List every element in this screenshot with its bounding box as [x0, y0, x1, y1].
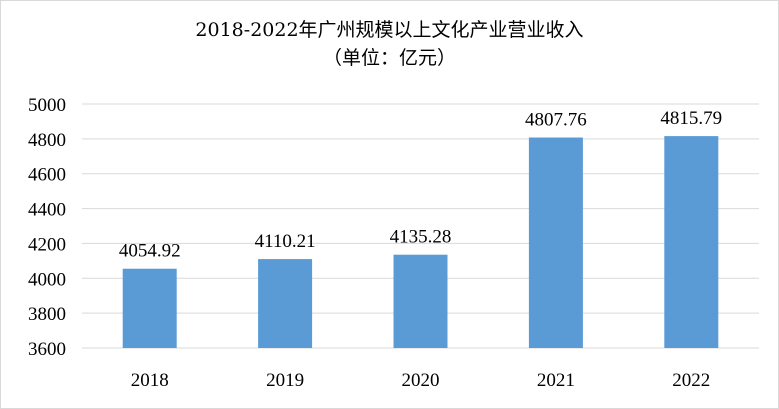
x-axis: 2018 2019 2020 2021 2022 [131, 370, 711, 391]
y-tick-label: 4200 [28, 234, 66, 255]
x-tick-label: 2021 [537, 370, 575, 391]
data-label: 4054.92 [119, 241, 181, 262]
data-label: 4815.79 [660, 108, 722, 129]
chart-title: 2018-2022年广州规模以上文化产业营业收入 [195, 19, 584, 41]
x-tick-label: 2018 [131, 370, 169, 391]
bar-2019 [258, 259, 313, 348]
y-tick-label: 4000 [28, 269, 66, 290]
y-axis: 3600 3800 4000 4200 4400 4600 4800 5000 [28, 95, 66, 360]
bar-2022 [664, 136, 719, 348]
x-tick-label: 2022 [672, 370, 710, 391]
bar-2020 [393, 254, 448, 348]
data-labels: 4054.92 4110.21 4135.28 4807.76 4815.79 [119, 108, 722, 262]
y-tick-label: 5000 [28, 95, 66, 116]
y-tick-label: 3600 [28, 339, 66, 360]
data-label: 4135.28 [390, 227, 452, 248]
data-label: 4807.76 [525, 110, 587, 131]
y-tick-label: 3800 [28, 304, 66, 325]
x-tick-label: 2019 [266, 370, 304, 391]
bar-2021 [528, 137, 583, 348]
y-tick-label: 4400 [28, 200, 66, 221]
y-tick-label: 4600 [28, 165, 66, 186]
bars [122, 136, 719, 348]
y-tick-label: 4800 [28, 130, 66, 151]
x-tick-label: 2020 [402, 370, 440, 391]
chart-subtitle: （单位：亿元） [322, 47, 456, 69]
data-label: 4110.21 [255, 231, 316, 252]
gridlines [82, 103, 759, 349]
bar-2018 [122, 268, 177, 348]
